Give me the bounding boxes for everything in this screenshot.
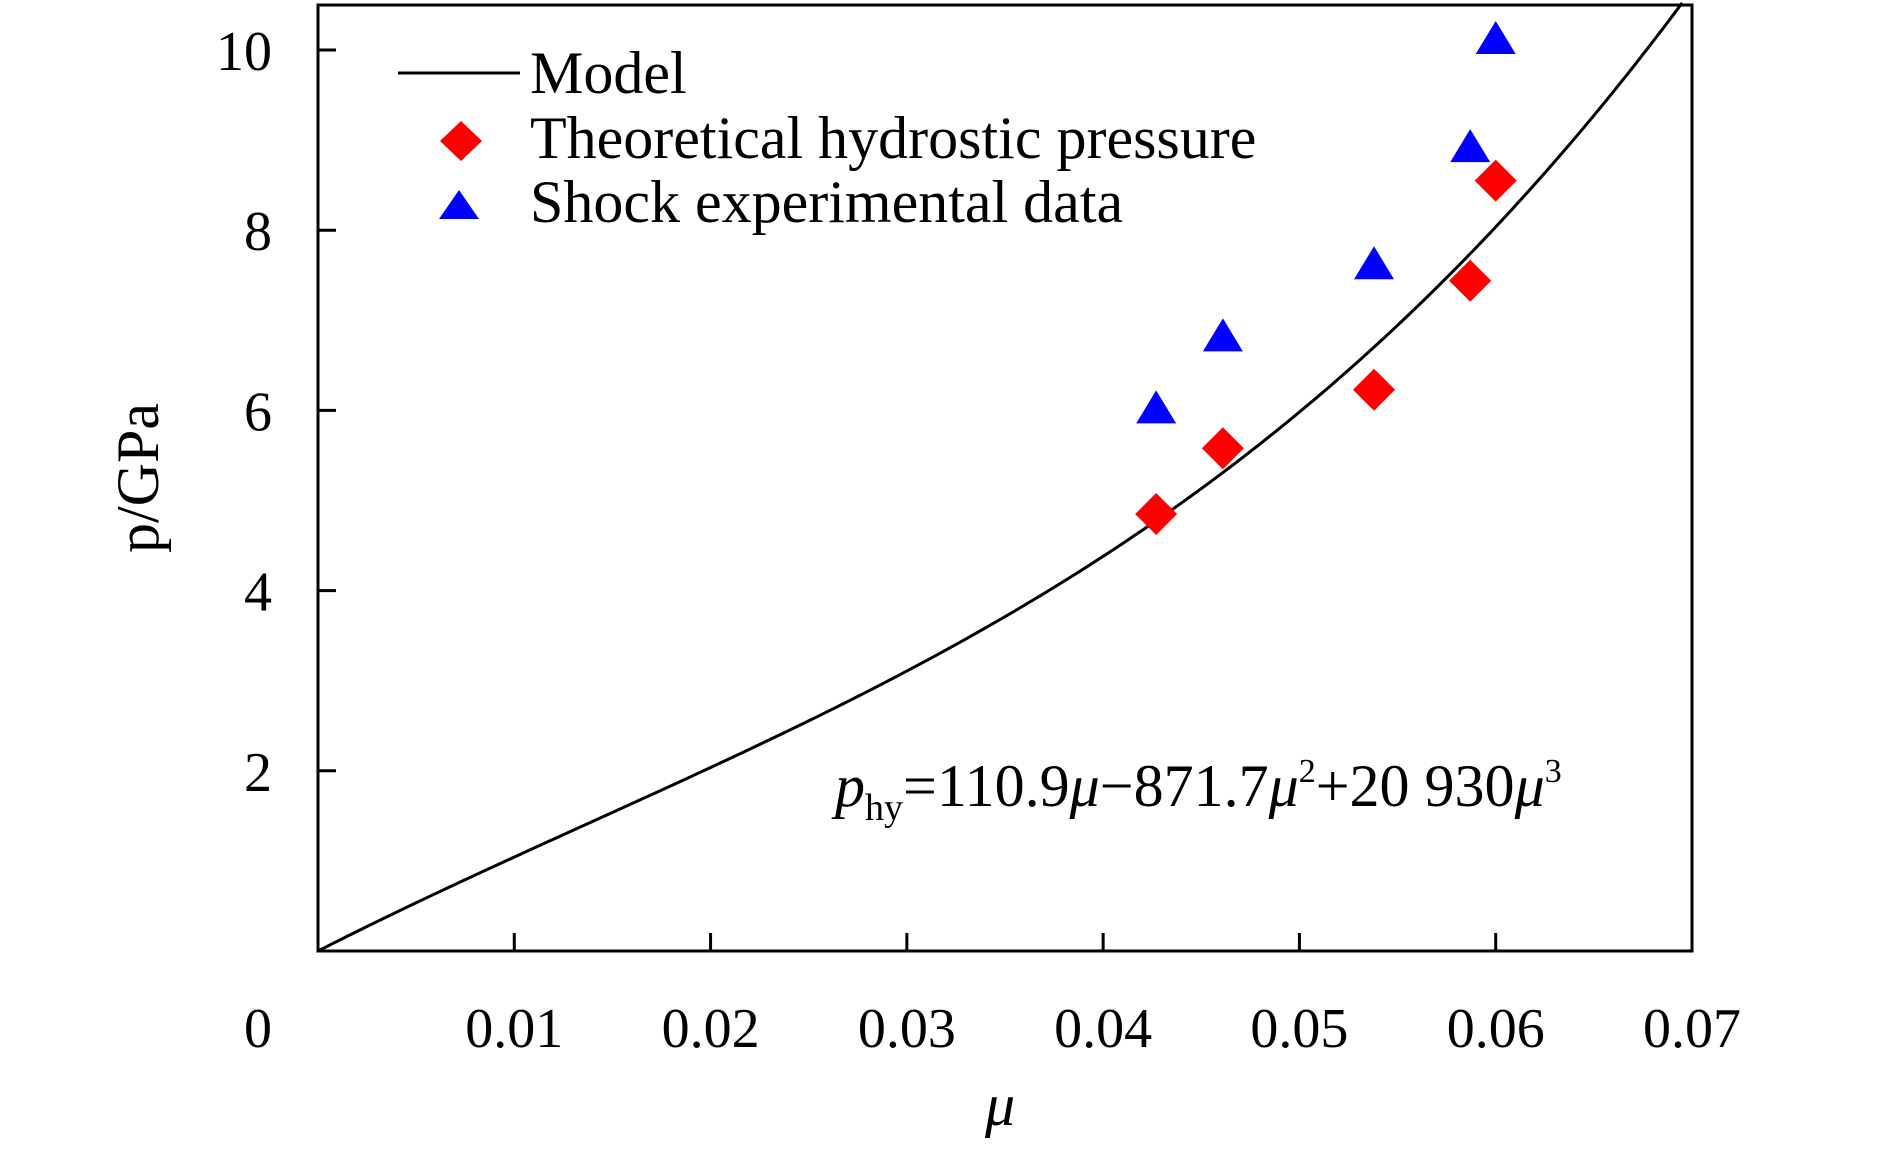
legend-theoretical-label: Theoretical hydrostic pressure (530, 105, 1256, 171)
eq-mu3: μ (1514, 753, 1545, 819)
y-tick-label: 6 (244, 381, 272, 443)
plot-frame (316, 3, 1694, 953)
theoretical-diamond-marker (1201, 427, 1244, 470)
y-tick-label: 10 (216, 21, 272, 83)
x-tick-label: 0.01 (465, 998, 563, 1060)
x-ticks: 0.01 0.02 0.03 0.04 0.05 0.06 0.07 (465, 933, 1741, 1060)
theoretical-diamond-marker (1135, 493, 1178, 536)
shock-triangle-marker (1475, 21, 1516, 55)
eq-sup3: 3 (1545, 753, 1562, 790)
y-axis-label: p/GPa (105, 403, 171, 553)
shock-triangle-marker (1354, 246, 1395, 280)
legend-model-label: Model (530, 40, 687, 106)
x-tick-label: 0.03 (858, 998, 956, 1060)
legend-shock-label: Shock experimental data (530, 169, 1123, 235)
origin-tick-label: 0 (244, 998, 272, 1060)
x-tick-label: 0.07 (1643, 998, 1741, 1060)
eq-part2: −871.7 (1100, 753, 1269, 819)
shock-triangle-marker (1450, 129, 1491, 163)
legend-triangle-marker (439, 190, 479, 219)
theoretical-diamond-marker (1474, 159, 1517, 202)
eq-part3: +20 930 (1316, 753, 1515, 819)
model-curve (317, 2, 1684, 953)
x-tick-label: 0.04 (1054, 998, 1152, 1060)
theoretical-diamond-marker (1449, 259, 1492, 302)
x-tick-label: 0.06 (1447, 998, 1545, 1060)
equation-annotation: phy=110.9μ−871.7μ2+20 930μ3 (831, 753, 1562, 829)
legend: Model Theoretical hydrostic pressure Sho… (398, 40, 1256, 235)
data-markers (1135, 21, 1517, 536)
eq-mu1: μ (1069, 753, 1100, 819)
y-axis-label-text: p/GPa (105, 403, 171, 553)
y-tick-label: 4 (244, 562, 272, 624)
x-tick-label: 0.05 (1250, 998, 1348, 1060)
legend-diamond-marker (440, 121, 482, 161)
eq-p: p (831, 753, 865, 819)
y-tick-label: 8 (244, 201, 272, 263)
y-ticks: 2 4 6 8 10 (216, 21, 336, 804)
x-tick-label: 0.02 (662, 998, 760, 1060)
x-axis-label: μ (984, 1072, 1015, 1138)
eq-part1: =110.9 (903, 753, 1070, 819)
theoretical-diamond-marker (1353, 368, 1396, 411)
eq-sub: hy (865, 787, 903, 829)
eq-mu2: μ (1268, 753, 1299, 819)
shock-triangle-marker (1136, 390, 1177, 424)
y-tick-label: 2 (244, 742, 272, 804)
shock-triangle-marker (1202, 318, 1243, 352)
eq-sup2: 2 (1299, 753, 1316, 790)
